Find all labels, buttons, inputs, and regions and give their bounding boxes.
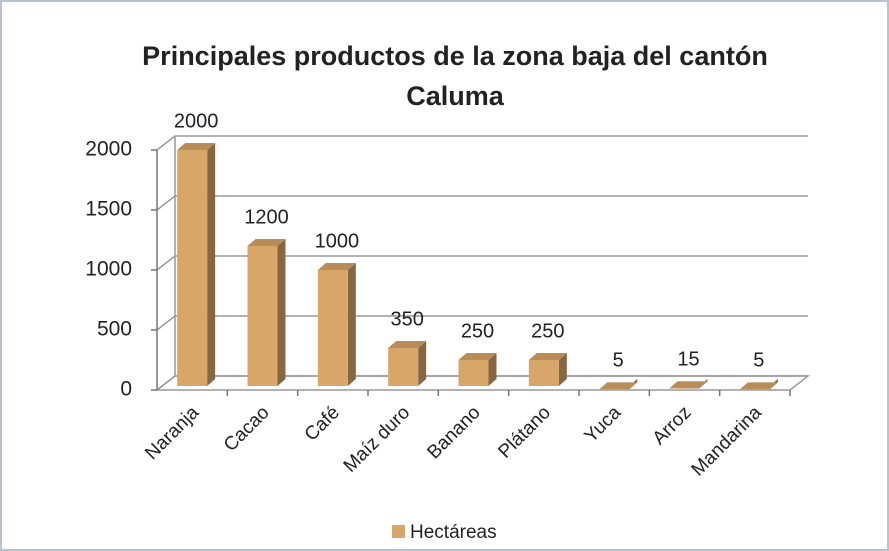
bar-front <box>317 270 348 386</box>
bar-top <box>317 263 356 270</box>
bar <box>388 341 427 386</box>
value-label: 350 <box>390 308 423 330</box>
y-tick-label: 0 <box>120 378 132 401</box>
value-label: 2000 <box>174 110 219 132</box>
bar-top <box>458 353 497 360</box>
value-label: 1000 <box>315 230 360 252</box>
value-label: 250 <box>461 320 494 342</box>
bar-side <box>277 239 286 386</box>
bar <box>599 379 638 390</box>
bar-front <box>669 388 700 389</box>
bar-top <box>669 381 708 389</box>
bar-side <box>207 143 216 386</box>
bar <box>669 379 708 389</box>
y-tick-label: 1000 <box>85 258 132 281</box>
bar <box>317 263 356 386</box>
value-label: 15 <box>677 348 699 370</box>
bar-side <box>558 353 567 386</box>
bar-top <box>599 382 638 390</box>
bar <box>247 239 286 386</box>
bar-front <box>739 389 770 390</box>
y-tick-label: 500 <box>97 318 132 341</box>
bar-front <box>458 360 489 386</box>
value-label: 1200 <box>244 206 289 228</box>
bar-top <box>247 239 286 246</box>
bar-front <box>388 348 419 386</box>
bar-front <box>247 246 278 386</box>
y-tick-label: 2000 <box>85 138 132 161</box>
bar <box>739 379 778 390</box>
bar-front <box>528 360 559 386</box>
bar-top <box>528 353 567 360</box>
bar <box>458 353 497 386</box>
legend-swatch <box>392 525 405 538</box>
bar-side <box>488 353 497 386</box>
value-label: 5 <box>613 350 624 372</box>
value-label: 5 <box>753 350 764 372</box>
legend-label: Hectáreas <box>410 522 497 543</box>
bar <box>177 143 216 386</box>
bar-front <box>599 389 630 390</box>
value-label: 250 <box>531 320 564 342</box>
bar-side <box>418 341 427 386</box>
chart-title: Principales productos de la zona baja de… <box>142 41 768 111</box>
bar-front <box>177 150 208 386</box>
bar-side <box>347 263 356 386</box>
y-tick-label: 1500 <box>85 198 132 221</box>
bar-top <box>388 341 427 348</box>
bar-top <box>177 143 216 150</box>
bar <box>528 353 567 386</box>
bar-top <box>739 382 778 390</box>
